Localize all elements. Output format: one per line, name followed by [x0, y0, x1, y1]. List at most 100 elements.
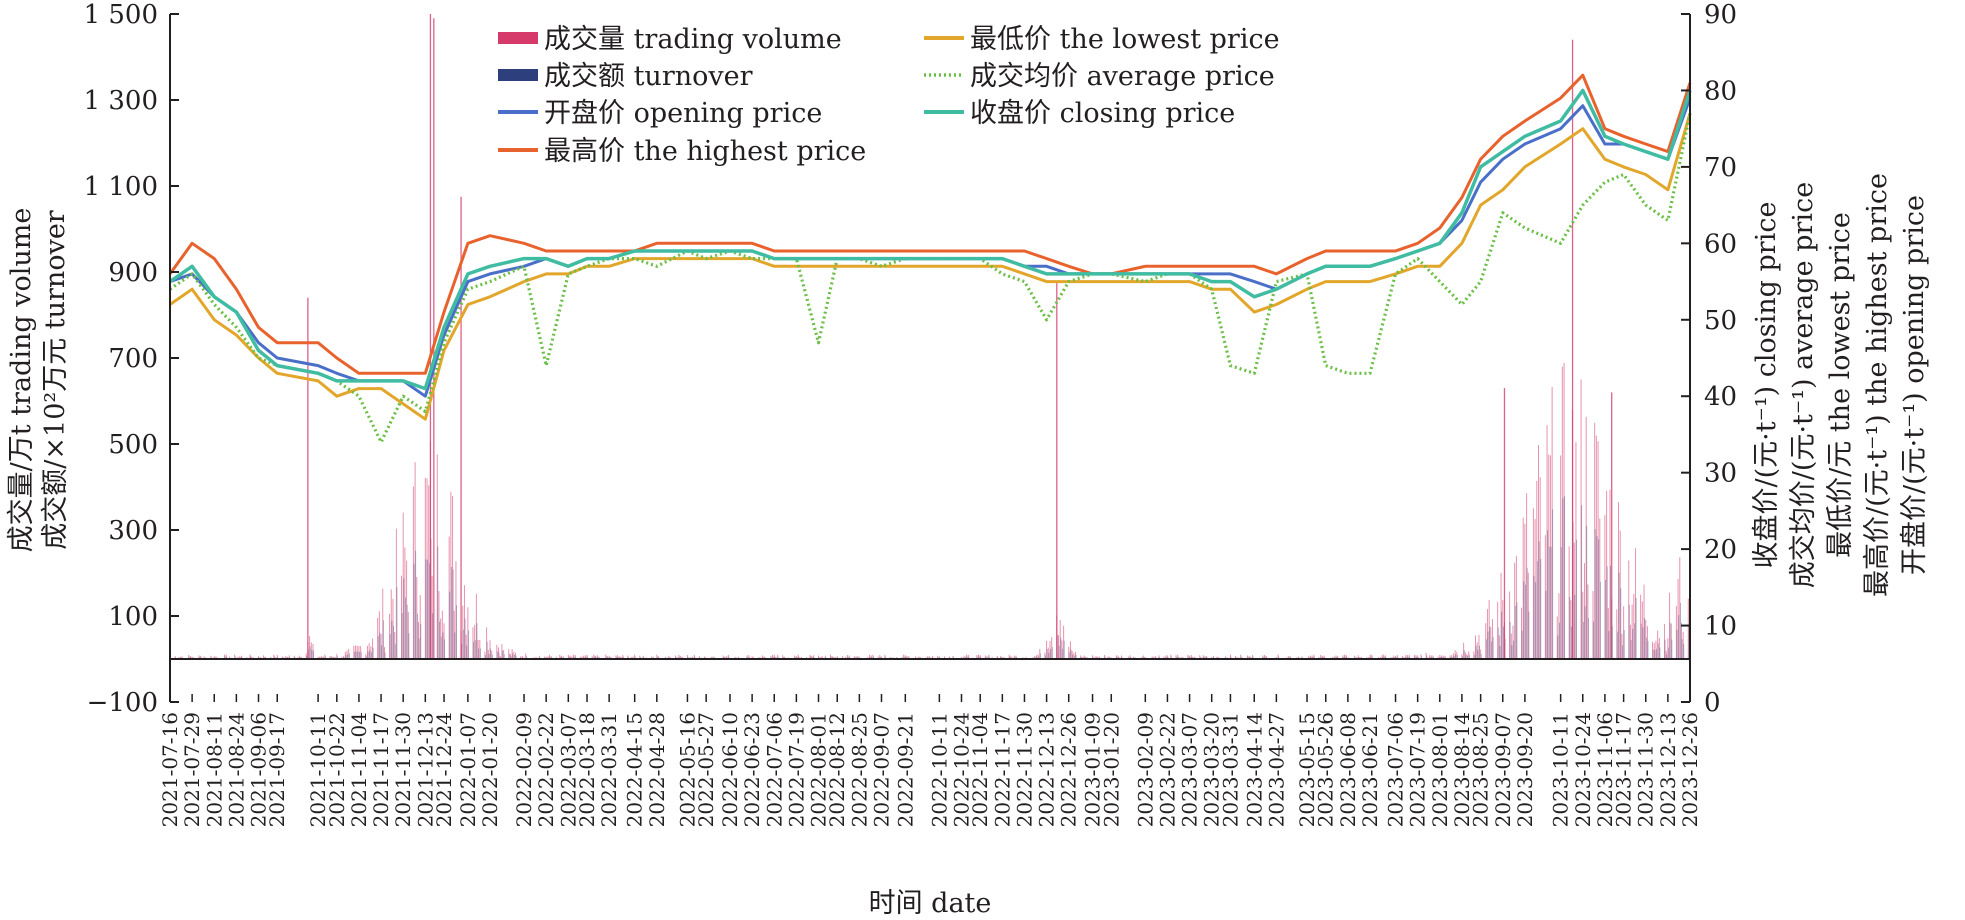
date-tick-label: 2021-07-29: [180, 712, 204, 827]
date-tick-label: 2023-08-01: [1428, 712, 1452, 827]
price-lines: [168, 73, 1692, 444]
date-tick-label: 2023-03-31: [1218, 712, 1242, 827]
right-axis-title: 收盘价/(元·t⁻¹) closing price: [1751, 202, 1782, 569]
legend-label: 最高价 the highest price: [544, 136, 866, 167]
legend: 成交量 trading volume 成交额 turnover 开盘价 openin…: [498, 24, 1280, 167]
date-tick-label: 2022-08-25: [847, 712, 871, 827]
date-tick-label: 2023-11-17: [1612, 712, 1636, 827]
series-line-4: [169, 112, 1692, 421]
date-tick-label: 2021-08-24: [224, 712, 248, 827]
date-tick-label: 2022-11-17: [990, 712, 1014, 827]
date-tick-label: 2022-04-15: [623, 712, 647, 827]
left-tick-label: 500: [108, 430, 158, 460]
date-tick-label: 2022-12-13: [1035, 712, 1059, 827]
right-tick-label: 30: [1704, 459, 1737, 489]
right-tick-label: 90: [1704, 0, 1737, 30]
date-tick-label: 2023-05-26: [1314, 712, 1338, 827]
date-tick-label: 2022-08-12: [825, 712, 849, 827]
date-tick-label: 2023-02-09: [1133, 712, 1157, 827]
right-axis-title: 开盘价/(元·t⁻¹) opening price: [1899, 195, 1930, 575]
date-tick-label: 2022-06-10: [718, 712, 742, 827]
date-tick-label: 2023-03-20: [1200, 712, 1224, 827]
date-tick-label: 2021-11-30: [391, 712, 415, 827]
right-axis-title: 成交均价/(元·t⁻¹) average price: [1788, 182, 1819, 588]
left-tick-label: 900: [108, 258, 158, 288]
date-tick-label: 2022-05-27: [694, 712, 718, 827]
date-tick-label: 2022-02-22: [534, 712, 558, 827]
date-tick-label: 2022-09-07: [869, 712, 893, 827]
date-tick-label: 2023-02-22: [1155, 712, 1179, 827]
date-tick-label: 2023-04-27: [1264, 712, 1288, 827]
right-tick-label: 0: [1704, 688, 1721, 718]
axes: −100 100 300 500 700 900 1 100 1 300 1 500 0 10 20 3…: [84, 0, 1738, 827]
right-tick-label: 80: [1704, 76, 1737, 106]
date-tick-label: 2022-03-31: [597, 712, 621, 827]
date-tick-label: 2021-12-24: [432, 712, 456, 827]
volume-bars: [169, 14, 1691, 659]
date-tick-label: 2023-06-21: [1358, 712, 1382, 827]
series-line-2: [169, 97, 1692, 398]
left-tick-label: 700: [108, 344, 158, 374]
date-tick-label: 2022-07-06: [762, 712, 786, 827]
date-tick-label: 2023-08-25: [1469, 712, 1493, 827]
legend-label: 开盘价 opening price: [544, 98, 822, 129]
right-axis-title: 最高价/(元·t⁻¹) the highest price: [1862, 173, 1893, 597]
date-tick-label: 2023-11-30: [1634, 712, 1658, 827]
date-tick-label: 2022-01-20: [478, 712, 502, 827]
left-axis-title: 成交额/×10²万元 turnover: [40, 210, 71, 550]
date-tick-label: 2023-07-19: [1406, 712, 1430, 827]
date-tick-label: 2022-03-18: [575, 712, 599, 827]
date-tick-label: 2021-07-16: [158, 712, 182, 827]
date-tick-label: 2023-08-14: [1450, 712, 1474, 827]
date-tick-label: 2023-10-24: [1571, 712, 1595, 827]
date-tick-label: 2022-08-01: [807, 712, 831, 827]
left-tick-label: −100: [87, 688, 158, 718]
date-tick-label: 2021-09-17: [265, 712, 289, 827]
date-tick-label: 2022-10-11: [927, 712, 951, 827]
date-tick-label: 2021-08-11: [202, 712, 226, 827]
date-tick-label: 2022-01-07: [456, 712, 480, 827]
series-line-6: [169, 88, 1692, 391]
date-tick-label: 2023-11-06: [1593, 712, 1617, 827]
date-tick-label: 2022-05-16: [675, 712, 699, 827]
legend-label: 最低价 the lowest price: [970, 24, 1280, 55]
date-tick-label: 2021-12-13: [413, 712, 437, 827]
date-tick-label: 2022-07-19: [784, 712, 808, 827]
right-tick-label: 10: [1704, 612, 1737, 642]
date-tick-label: 2022-04-28: [645, 712, 669, 827]
legend-swatch: [498, 69, 538, 81]
legend-label: 成交量 trading volume: [544, 24, 842, 55]
left-tick-label: 1 500: [84, 0, 158, 30]
date-tick-label: 2022-09-21: [893, 712, 917, 827]
right-axis-title: 最低价/元 the lowest price: [1825, 212, 1856, 558]
legend-label: 成交额 turnover: [544, 61, 753, 92]
left-tick-label: 100: [108, 602, 158, 632]
legend-label: 成交均价 average price: [970, 61, 1275, 92]
left-tick-label: 1 300: [84, 86, 158, 116]
date-tick-label: 2023-04-14: [1242, 712, 1266, 827]
date-tick-label: 2023-01-20: [1099, 712, 1123, 827]
date-tick-label: 2022-02-09: [512, 712, 536, 827]
date-tick-label: 2021-10-22: [325, 712, 349, 827]
right-tick-label: 20: [1704, 535, 1737, 565]
x-axis-title: 时间 date: [869, 888, 992, 919]
legend-swatch: [498, 32, 538, 44]
date-tick-label: 2023-05-15: [1295, 712, 1319, 827]
date-tick-label: 2023-10-11: [1549, 712, 1573, 827]
date-tick-label: 2022-11-30: [1012, 712, 1036, 827]
date-tick-label: 2022-03-07: [556, 712, 580, 827]
right-tick-label: 70: [1704, 153, 1737, 183]
date-tick-label: 2023-09-07: [1491, 712, 1515, 827]
series-line-5: [169, 113, 1692, 444]
date-tick-label: 2022-12-26: [1057, 712, 1081, 827]
axis-titles: 时间 date 成交量/万t trading volume 成交额/×10²万元 t…: [6, 173, 1930, 919]
date-tick-label: 2022-10-24: [949, 712, 973, 827]
left-tick-label: 300: [108, 516, 158, 546]
date-tick-label: 2023-07-06: [1384, 712, 1408, 827]
date-tick-label: 2023-03-07: [1178, 712, 1202, 827]
date-tick-label: 2023-01-09: [1081, 712, 1105, 827]
legend-label: 收盘价 closing price: [970, 98, 1235, 129]
date-tick-label: 2021-11-17: [369, 712, 393, 827]
date-tick-label: 2021-11-04: [347, 712, 371, 827]
